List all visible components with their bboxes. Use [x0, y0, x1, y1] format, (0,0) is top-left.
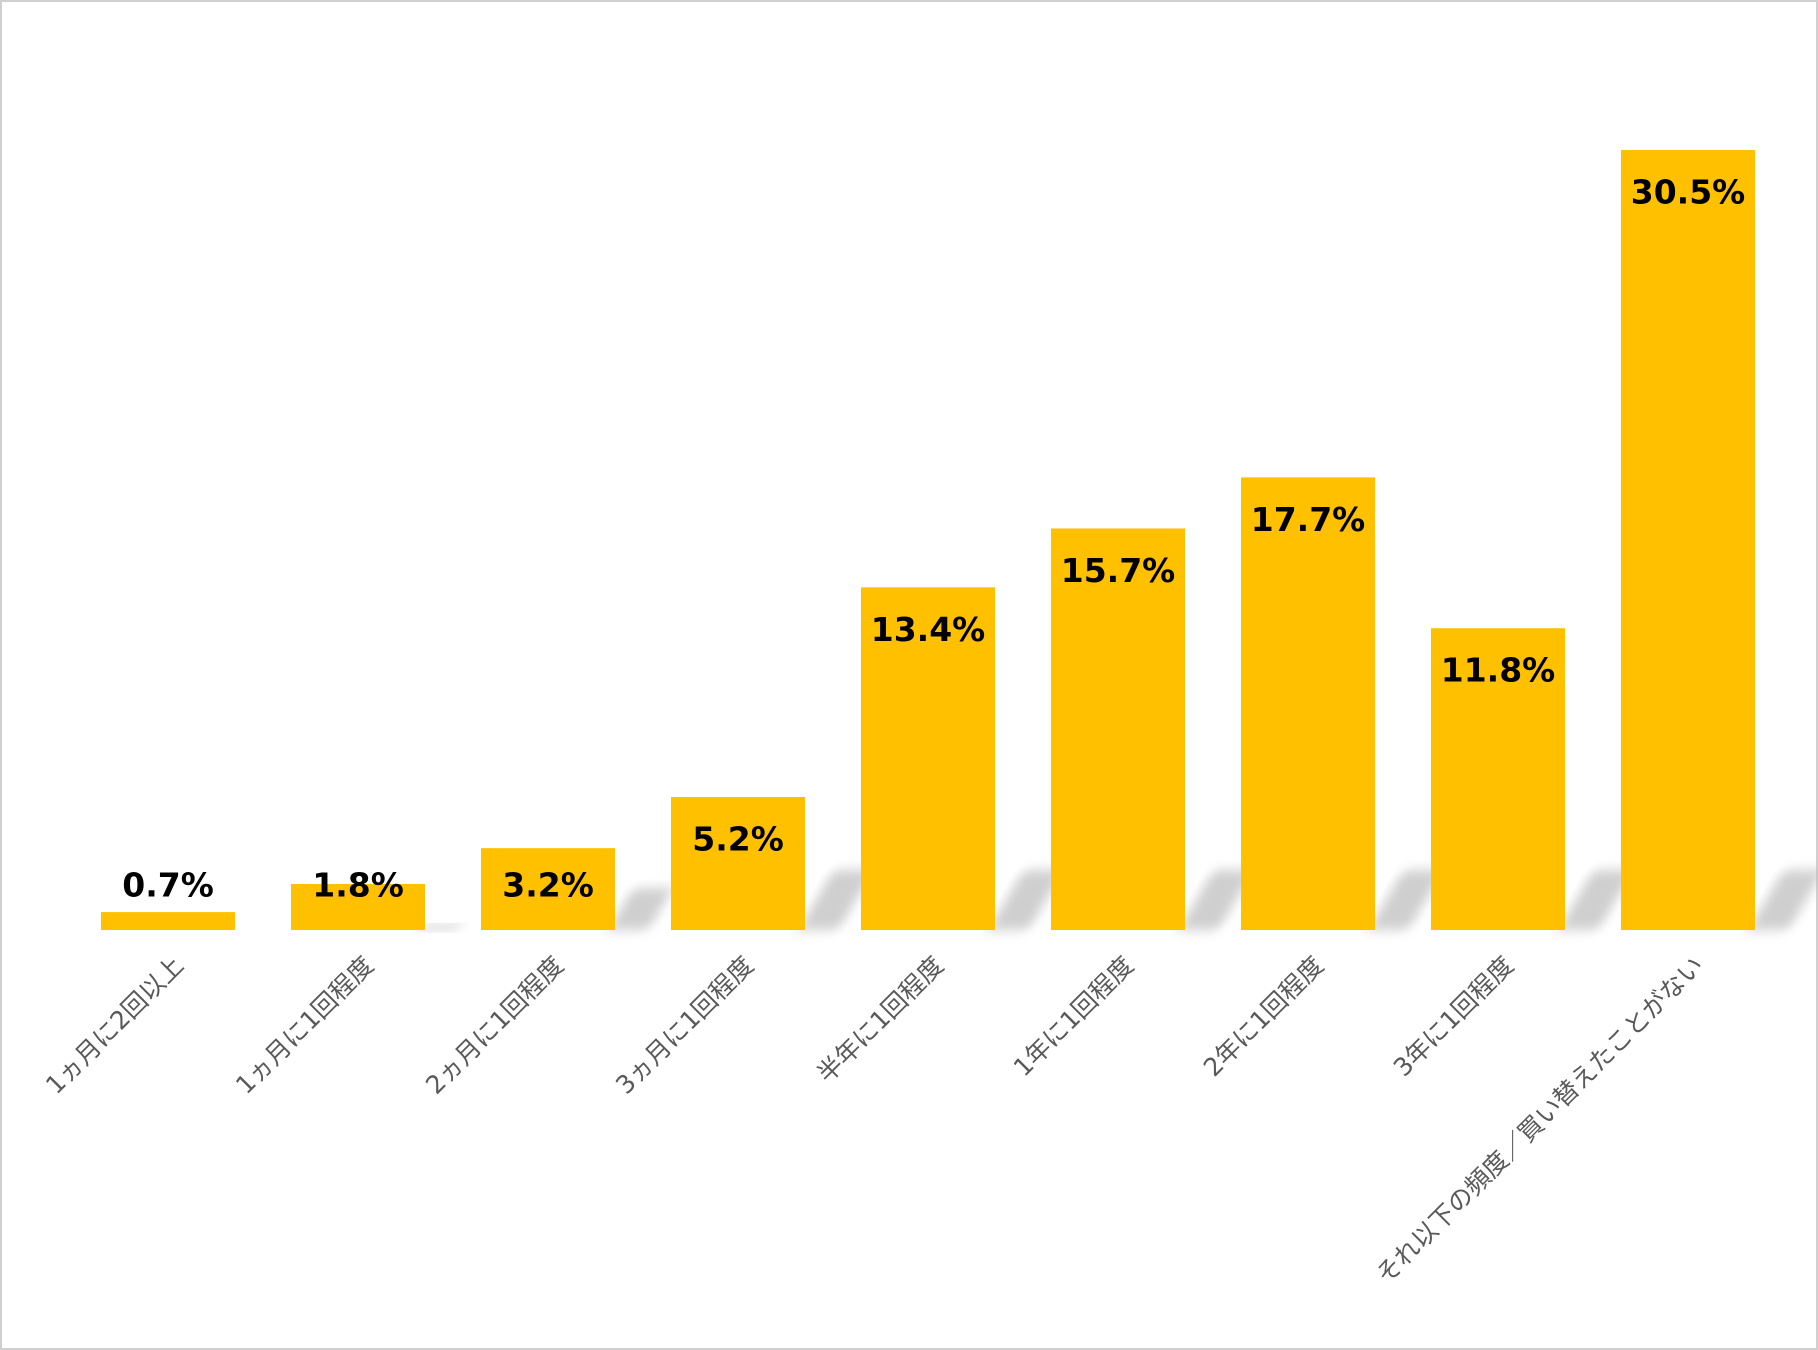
bar: [1241, 477, 1375, 930]
data-label: 0.7%: [122, 866, 214, 905]
bar: [1621, 150, 1755, 930]
bar-shadow: [988, 870, 1064, 930]
bar-shadow: [608, 888, 673, 931]
data-label: 11.8%: [1441, 651, 1556, 690]
bar: [861, 587, 995, 930]
bar: [1051, 528, 1185, 930]
bar: [1431, 628, 1565, 930]
bar-shadow: [1368, 870, 1444, 930]
bar-shadow: [798, 870, 874, 930]
bar-shadow: [1558, 870, 1634, 930]
bar: [481, 848, 615, 930]
data-label: 1.8%: [312, 866, 404, 905]
bar-shadow: [1178, 870, 1254, 930]
data-label: 30.5%: [1631, 173, 1746, 212]
bar-shadow: [1748, 870, 1818, 930]
data-label: 17.7%: [1251, 500, 1366, 539]
bar: [291, 883, 425, 930]
data-label: 13.4%: [871, 610, 986, 649]
data-label: 5.2%: [692, 820, 784, 859]
bar-shadow: [418, 923, 463, 931]
data-label: 3.2%: [502, 866, 594, 905]
bar: [671, 797, 805, 930]
bar: [101, 912, 235, 930]
data-label: 15.7%: [1061, 551, 1176, 590]
